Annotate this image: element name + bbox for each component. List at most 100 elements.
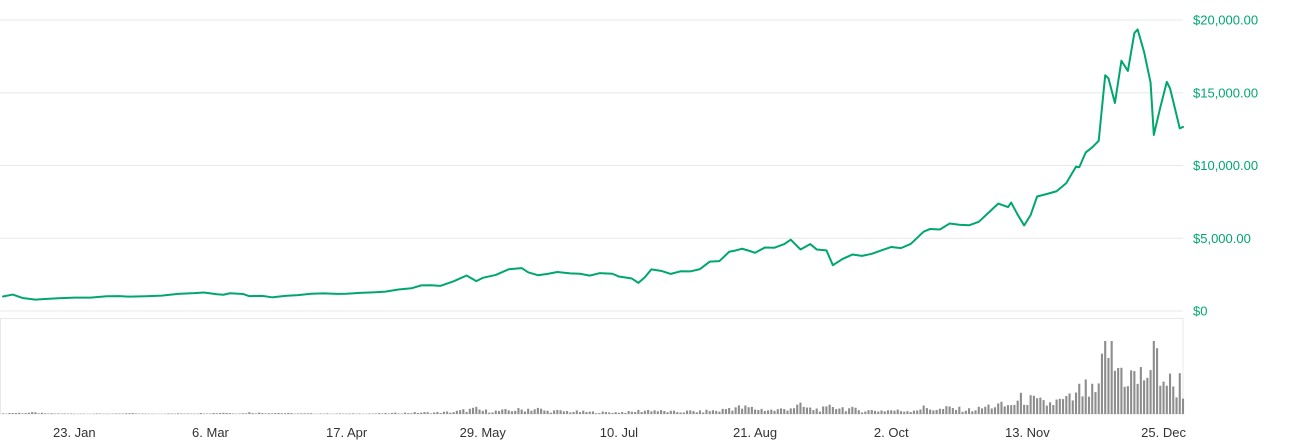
volume-bar [1010, 405, 1013, 414]
volume-bar [1117, 368, 1120, 414]
volume-bar [977, 406, 980, 414]
volume-bar [984, 406, 987, 414]
volume-bar [630, 411, 633, 414]
volume-bar [251, 413, 254, 414]
volume-bar [705, 409, 708, 414]
volume-bar [397, 413, 400, 414]
volume-bar [955, 409, 958, 414]
volume-bar [449, 412, 452, 414]
volume-bar [1120, 367, 1123, 414]
volume-bar [381, 413, 384, 414]
volume-bar [1091, 383, 1094, 414]
volume-bar [890, 410, 893, 414]
volume-bar [11, 413, 14, 414]
volume-bar [585, 412, 588, 414]
volume-bar [595, 413, 598, 414]
volume-bar [420, 412, 423, 414]
volume-bar [942, 408, 945, 414]
volume-bar [929, 409, 932, 414]
volume-bar [390, 412, 394, 414]
volume-bar [31, 412, 34, 414]
volume-bar [1078, 383, 1081, 414]
volume-bar [1165, 385, 1168, 414]
volume-bar [1159, 385, 1162, 414]
volume-bar [1133, 371, 1136, 414]
volume-bar [896, 409, 899, 414]
volume-bar [987, 404, 990, 414]
volume-bar [478, 409, 481, 414]
volume-bar [339, 413, 342, 414]
volume-bar [306, 413, 309, 414]
x-axis-label: 25. Dec [1141, 425, 1186, 440]
volume-bar [442, 411, 445, 414]
volume-bar [1113, 370, 1116, 414]
volume-bar [838, 408, 841, 414]
volume-bar [125, 413, 128, 414]
volume-bar [514, 410, 517, 414]
y-axis-label: $15,000.00 [1193, 85, 1258, 100]
volume-bar [909, 412, 912, 414]
volume-bar [708, 411, 711, 414]
volume-bar [611, 413, 614, 414]
volume-bar [724, 409, 727, 414]
volume-bar [1149, 370, 1152, 414]
volume-bar [556, 409, 559, 414]
volume-bar [870, 410, 873, 414]
volume-bar [1146, 377, 1149, 414]
volume-bar [877, 411, 880, 414]
volume-bar [416, 412, 419, 414]
volume-bar [893, 410, 896, 414]
volume-bar [864, 411, 867, 414]
volume-bar [640, 411, 643, 414]
volume-bar [961, 411, 964, 414]
volume-bar [387, 413, 390, 414]
volume-bar [1068, 393, 1071, 414]
volume-bar [559, 410, 562, 414]
volume-bar [637, 409, 640, 414]
volume-bar [867, 410, 870, 414]
volume-bar [177, 413, 180, 414]
volume-bar [219, 412, 222, 414]
volume-bar [507, 410, 510, 414]
x-axis-label: 17. Apr [326, 425, 368, 440]
volume-bar [1087, 396, 1091, 414]
volume-bar [37, 413, 40, 414]
volume-bar [1139, 367, 1142, 414]
volume-bar [656, 411, 659, 414]
volume-bar [796, 404, 799, 414]
volume-bar [1013, 404, 1016, 414]
volume-bar [1110, 341, 1113, 414]
volume-bar [922, 405, 925, 414]
volume-bar [1026, 405, 1029, 414]
volume-bar [212, 412, 215, 414]
volume-bar [290, 413, 293, 414]
volume-bar [128, 413, 131, 414]
volume-bar [517, 408, 520, 414]
volume-bar [572, 411, 575, 414]
volume-bar [248, 412, 251, 414]
volume-bar [258, 412, 261, 414]
volume-bar [1094, 392, 1097, 414]
volume-bar [533, 409, 536, 414]
volume-bar [1126, 386, 1129, 414]
volume-bar [501, 409, 504, 414]
volume-bar [543, 410, 546, 414]
volume-bar [614, 412, 617, 414]
volume-bar [410, 413, 413, 414]
volume-bar [779, 408, 783, 414]
volume-bar [21, 413, 24, 414]
volume-bar [1143, 380, 1146, 414]
volume-bar [1036, 398, 1039, 414]
volume-bar [494, 410, 497, 414]
volume-bar [523, 411, 526, 414]
volume-bar [300, 413, 303, 414]
volume-bar [131, 413, 134, 414]
volume-bar [737, 405, 740, 414]
volume-bar [115, 413, 118, 414]
volume-bar [822, 406, 825, 414]
volume-bar [786, 410, 789, 414]
volume-bar [40, 412, 43, 414]
x-axis-label: 6. Mar [192, 425, 230, 440]
